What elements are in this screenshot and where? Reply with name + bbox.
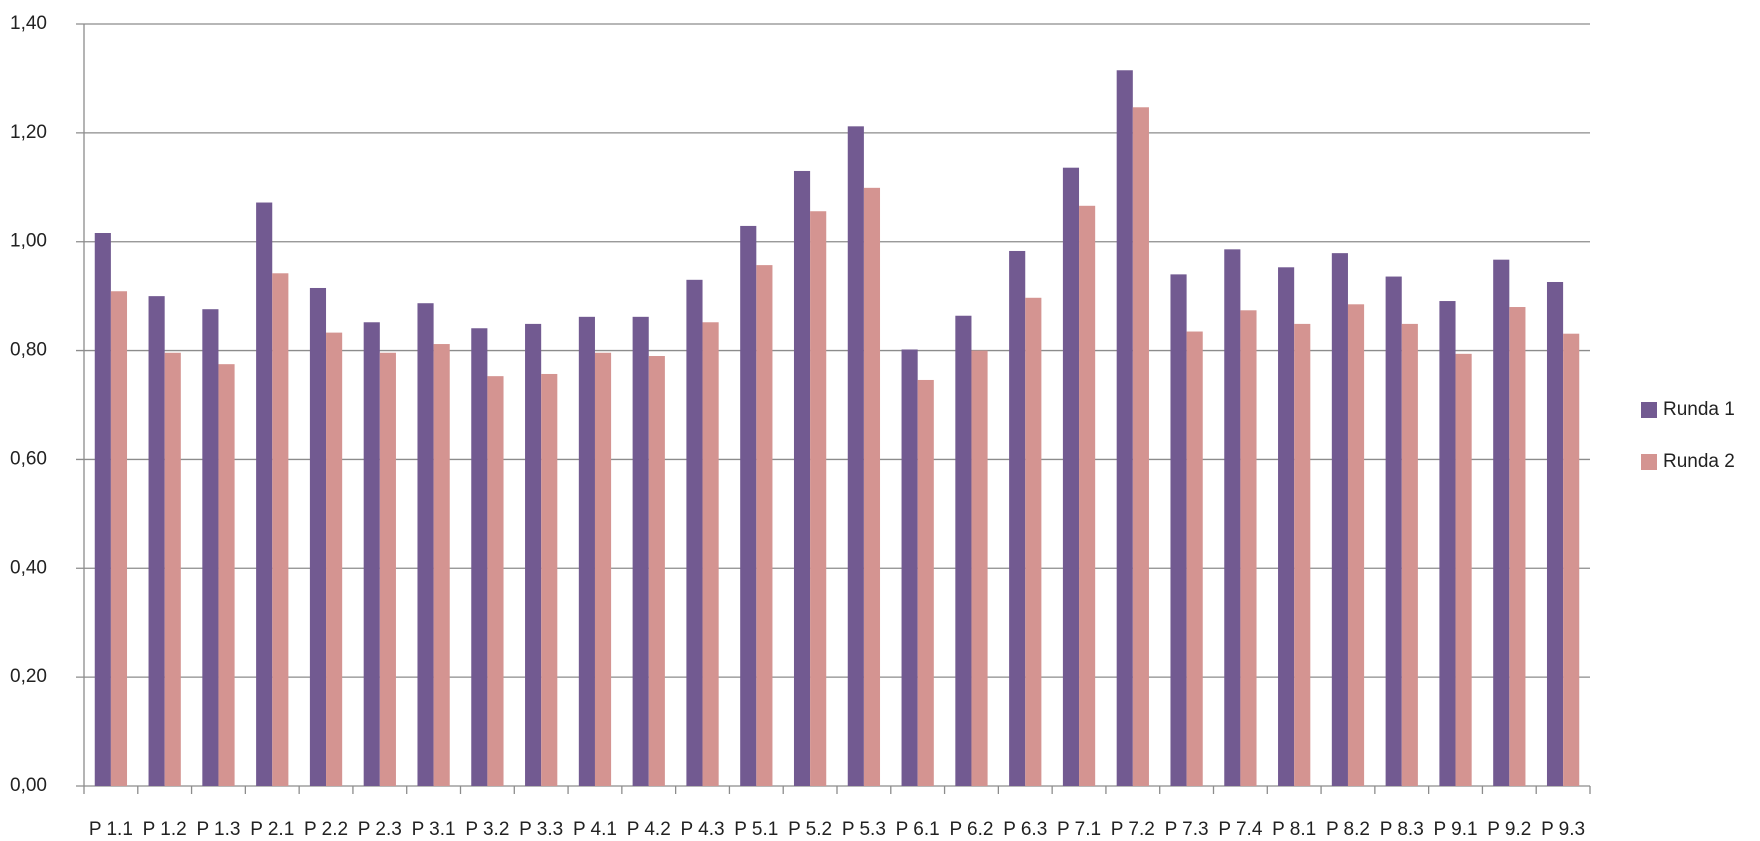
- bar: [971, 350, 988, 786]
- y-tick-label: 0,00: [10, 775, 47, 796]
- y-tick-label: 0,20: [10, 666, 47, 687]
- x-tick-label: P 5.1: [734, 819, 778, 840]
- bar: [1278, 267, 1295, 786]
- x-tick-label: P 8.3: [1380, 819, 1424, 840]
- bar: [1546, 281, 1564, 786]
- x-tick-label: P 9.3: [1541, 819, 1585, 840]
- bar: [793, 170, 811, 786]
- bar: [901, 349, 918, 786]
- bar: [1062, 167, 1080, 787]
- bar: [541, 373, 558, 786]
- bar: [1509, 307, 1526, 786]
- x-tick-label: P 5.3: [842, 819, 886, 840]
- x-tick-label: P 7.2: [1111, 819, 1155, 840]
- x-tick-label: P 7.3: [1165, 819, 1209, 840]
- bar: [417, 303, 434, 786]
- bar: [471, 328, 488, 786]
- bar: [1493, 259, 1510, 786]
- bar: [1331, 253, 1348, 786]
- y-tick-label: 1,20: [10, 122, 47, 143]
- bar: [810, 211, 827, 787]
- bar: [632, 316, 649, 786]
- x-tick-label: P 2.3: [358, 819, 402, 840]
- y-tick-label: 1,00: [10, 231, 47, 252]
- legend-swatch: [1641, 402, 1657, 418]
- bar: [1224, 249, 1241, 786]
- bar: [326, 332, 343, 786]
- bar: [1116, 70, 1133, 786]
- legend-swatch: [1641, 454, 1657, 470]
- bar: [272, 273, 289, 787]
- legend-label: Runda 2: [1663, 451, 1735, 472]
- bar: [256, 202, 273, 787]
- bar: [917, 379, 934, 786]
- bar: [686, 279, 703, 786]
- bar: [202, 309, 219, 786]
- bar: [218, 364, 235, 786]
- bar: [363, 322, 380, 786]
- bar: [1347, 304, 1365, 786]
- x-tick-label: P 2.2: [304, 819, 348, 840]
- x-tick-label: P 1.3: [196, 819, 240, 840]
- bar: [847, 126, 864, 787]
- x-tick-label: P 7.4: [1218, 819, 1262, 840]
- x-tick-label: P 4.1: [573, 819, 617, 840]
- bar: [702, 322, 719, 786]
- bar: [1401, 323, 1418, 786]
- bar: [1009, 250, 1026, 786]
- x-tick-label: P 3.3: [519, 819, 563, 840]
- bar: [578, 316, 595, 786]
- bar: [379, 352, 396, 786]
- bar: [1132, 107, 1149, 787]
- bar: [1079, 205, 1096, 786]
- x-tick-label: P 7.1: [1057, 819, 1101, 840]
- y-tick-label: 0,80: [10, 340, 47, 361]
- bar: [863, 187, 881, 786]
- x-tick-label: P 4.3: [681, 819, 725, 840]
- y-tick-label: 0,40: [10, 557, 47, 578]
- bar: [164, 352, 181, 786]
- x-tick-label: P 8.1: [1272, 819, 1316, 840]
- bar: [740, 225, 757, 786]
- x-tick-label: P 5.2: [788, 819, 832, 840]
- x-tick-label: P 1.2: [143, 819, 187, 840]
- x-tick-label: P 6.3: [1003, 819, 1047, 840]
- x-tick-label: P 6.1: [896, 819, 940, 840]
- legend-label: Runda 1: [1663, 399, 1735, 420]
- bar: [594, 352, 612, 786]
- bar: [1294, 323, 1311, 786]
- bar: [1025, 297, 1042, 786]
- bar: [1240, 310, 1257, 786]
- x-tick-label: P 1.1: [89, 819, 133, 840]
- x-tick-label: P 3.1: [412, 819, 456, 840]
- x-tick-label: P 3.2: [465, 819, 509, 840]
- x-tick-label: P 9.2: [1487, 819, 1531, 840]
- bar: [955, 315, 972, 786]
- bar: [648, 356, 665, 786]
- bar: [433, 344, 450, 786]
- bar: [1385, 276, 1402, 786]
- bar: [309, 287, 327, 786]
- bar: [1186, 331, 1203, 786]
- bar: [1170, 274, 1187, 786]
- bar: [94, 233, 111, 786]
- bar: [1563, 333, 1580, 786]
- bar: [1439, 301, 1456, 786]
- x-tick-label: P 6.2: [949, 819, 993, 840]
- x-tick-label: P 9.1: [1434, 819, 1478, 840]
- y-tick-label: 1,40: [10, 13, 47, 34]
- bar: [525, 323, 542, 786]
- x-tick-label: P 2.1: [250, 819, 294, 840]
- y-tick-label: 0,60: [10, 448, 47, 469]
- bar: [1455, 353, 1472, 786]
- bar: [110, 291, 128, 786]
- x-tick-label: P 4.2: [627, 819, 671, 840]
- bar: [148, 296, 165, 786]
- x-tick-label: P 8.2: [1326, 819, 1370, 840]
- bar: [756, 265, 773, 787]
- bar: [487, 376, 504, 786]
